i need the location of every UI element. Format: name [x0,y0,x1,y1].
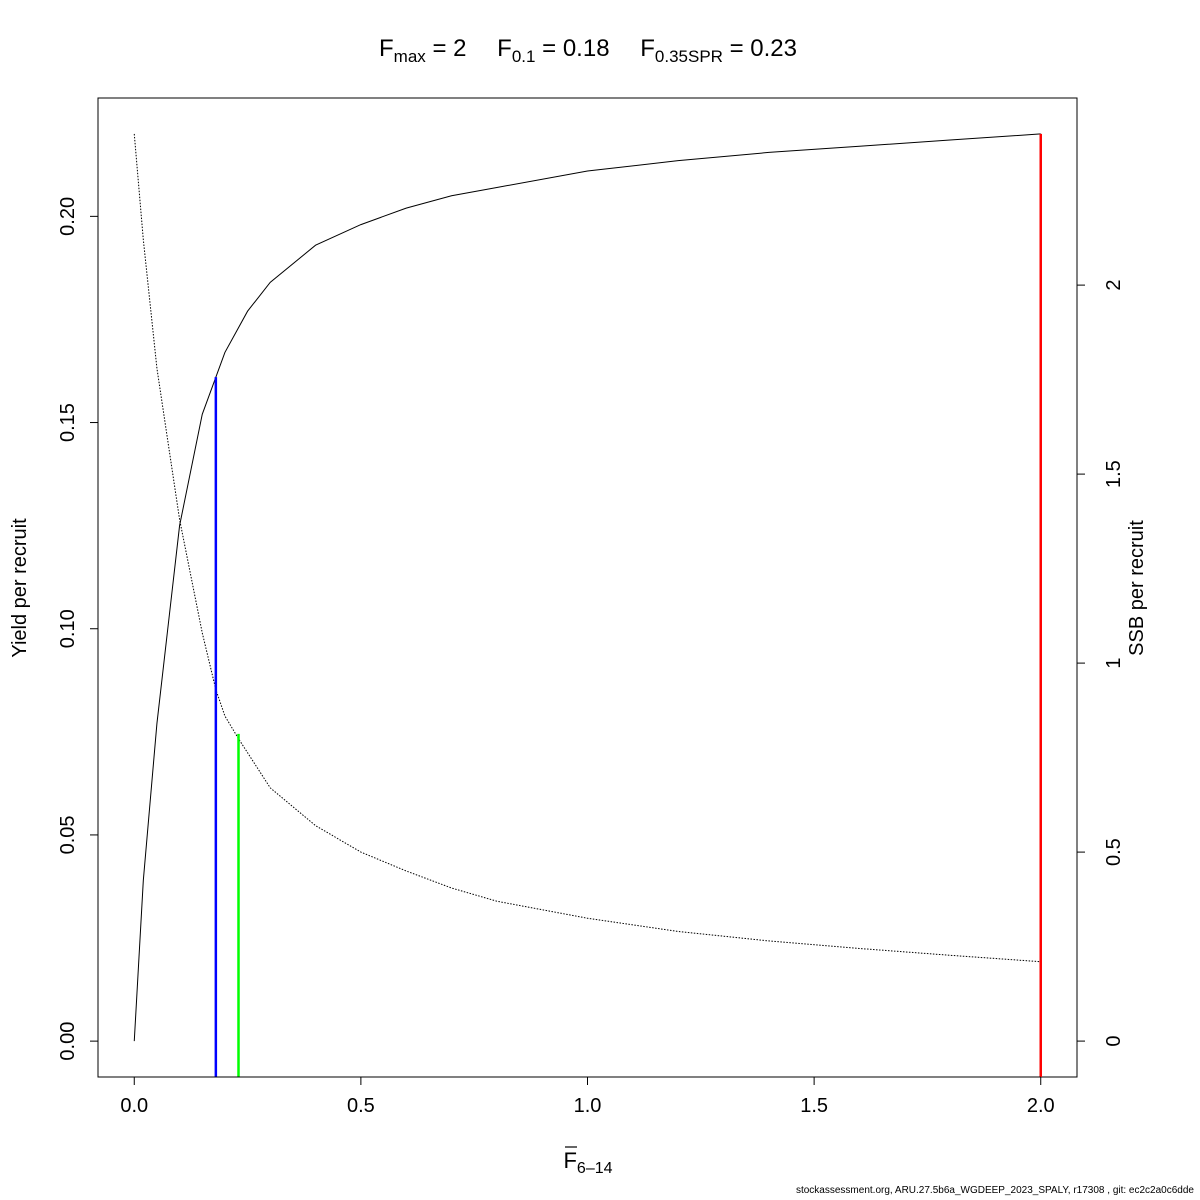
title-value: = 0.23 [723,35,797,62]
title-text: Fmax = 2 F0.1 = 0.18 F0.35SPR = 0.23 [379,35,797,66]
y-left-tick-label: 0.05 [57,815,79,854]
y-axis-right-label: SSB per recruit [1126,520,1148,656]
x-axis: 0.0 0.5 1.0 1.5 2.0 [120,1076,1055,1117]
y-left-tick-label: 0.20 [57,197,79,236]
series-group [133,133,1041,1042]
title-value: = 2 [426,35,467,62]
y-right-tick-label: 2 [1103,280,1125,291]
plot-frame [97,97,1078,1078]
x-label-subscript: 6–14 [577,1160,613,1177]
y-axis-right: 0 0.5 1 1.5 2 [1077,280,1125,1047]
x-label-symbol: F [563,1148,576,1173]
chart-title: Fmax = 2 F0.1 = 0.18 F0.35SPR = 0.23 [379,35,797,66]
x-axis-label-text: F6–14 [563,1148,612,1177]
yield-per-recruit-line [133,133,1041,1042]
y-axis-left-label: Yield per recruit [9,518,31,658]
x-tick-label: 0.5 [347,1095,375,1117]
x-axis-label: F6–14 [563,1146,613,1177]
title-symbol: F [497,35,512,62]
x-tick-label: 0.0 [120,1095,148,1117]
y-right-tick-label: 1.5 [1103,460,1125,488]
x-tick-label: 2.0 [1027,1095,1055,1117]
title-symbol: F [640,35,655,62]
reference-lines [214,133,1042,1077]
x-tick-label: 1.0 [574,1095,602,1117]
y-right-tick-label: 1 [1103,658,1125,669]
title-subscript: 0.35SPR [655,47,723,66]
y-right-tick-label: 0 [1103,1036,1125,1047]
ssb-per-recruit-line [133,133,1041,963]
title-value: = 0.18 [535,35,609,62]
y-left-tick-label: 0.15 [57,403,79,442]
footer-source: stockassessment.org, ARU.27.5b6a_WGDEEP_… [795,1185,1194,1196]
y-axis-left: 0.00 0.05 0.10 0.15 0.20 [57,197,98,1061]
title-symbol: F [379,35,394,62]
y-left-tick-label: 0.00 [57,1022,79,1061]
title-subscript: max [394,47,427,66]
y-right-tick-label: 0.5 [1103,838,1125,866]
x-tick-label: 1.5 [800,1095,828,1117]
title-subscript: 0.1 [512,47,536,66]
y-left-tick-label: 0.10 [57,609,79,648]
